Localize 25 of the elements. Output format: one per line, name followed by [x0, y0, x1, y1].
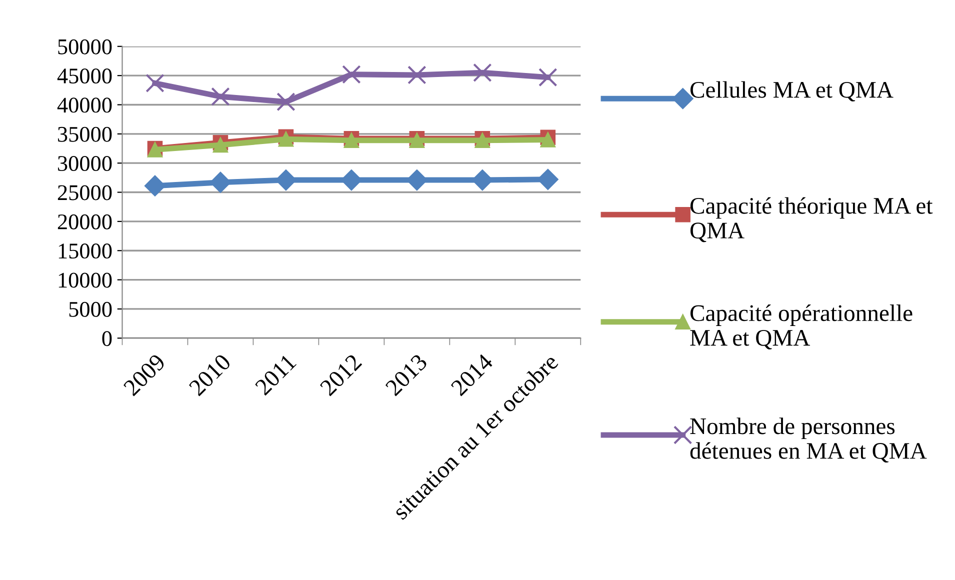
y-tick-label: 35000 [58, 126, 112, 142]
point [342, 65, 361, 84]
y-tick-label: 25000 [58, 185, 112, 200]
point [408, 66, 426, 84]
y-tick-label: 40000 [57, 98, 112, 113]
y-tick-label: 50000 [58, 39, 112, 54]
y-tick-label: 0 [102, 331, 112, 346]
point [211, 87, 230, 106]
y-tick-label: 45000 [57, 68, 112, 84]
point [210, 172, 231, 193]
legend-label: Cellules MA et QMA [690, 81, 894, 102]
point [473, 63, 492, 82]
y-tick-label: 15000 [58, 244, 112, 259]
legend-label: Nombre de personnes détenues en MA et QMA [690, 418, 927, 462]
y-tick-label: 10000 [58, 272, 112, 288]
y-tick-label: 30000 [58, 156, 112, 172]
y-tick-label: 20000 [58, 214, 112, 230]
legend-label: Capacité opérationnelle MA et QMA [690, 304, 912, 350]
legend-label: Capacité théorique MA et QMA [690, 197, 933, 242]
point [146, 74, 164, 93]
y-tick-label: 5000 [69, 302, 112, 317]
point [144, 175, 166, 196]
point [276, 92, 296, 112]
x-tick-label: 2011 [254, 354, 297, 396]
point [538, 68, 558, 87]
